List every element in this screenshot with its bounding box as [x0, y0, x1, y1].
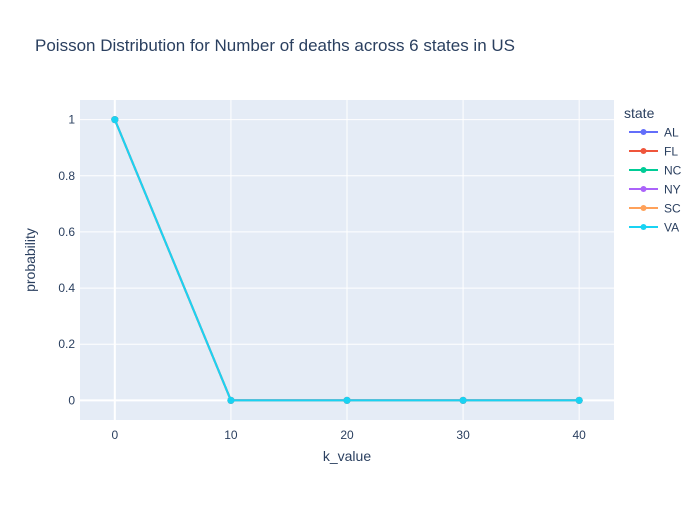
legend-swatch-marker	[640, 186, 647, 192]
legend-items[interactable]: AL FL NC NY SC VA	[629, 126, 682, 235]
data-point	[575, 396, 583, 404]
x-tick-label: 30	[456, 428, 470, 442]
y-axis-ticks: 0 0.2 0.4 0.6 0.8 1	[58, 113, 75, 408]
x-tick-label: 0	[111, 428, 118, 442]
legend-label: NC	[664, 164, 682, 178]
chart-title: Poisson Distribution for Number of death…	[35, 36, 515, 55]
y-axis-label: probability	[22, 228, 38, 292]
data-point	[343, 396, 351, 404]
legend-label: VA	[664, 221, 679, 235]
legend-item-al[interactable]: AL	[629, 126, 679, 140]
x-tick-label: 40	[572, 428, 586, 442]
legend-item-va[interactable]: VA	[629, 221, 679, 235]
series-va	[111, 116, 583, 404]
legend-item-ny[interactable]: NY	[629, 183, 681, 197]
legend-item-nc[interactable]: NC	[629, 164, 682, 178]
x-axis-label: k_value	[323, 448, 371, 464]
y-tick-label: 0.6	[58, 225, 75, 239]
legend-swatch-marker	[640, 167, 647, 173]
y-tick-label: 0.4	[58, 281, 75, 295]
legend-swatch-marker	[640, 129, 647, 135]
legend-label: NY	[664, 183, 681, 197]
legend-swatch-marker	[640, 148, 647, 154]
legend-label: FL	[664, 145, 678, 159]
y-tick-label: 1	[68, 113, 75, 127]
y-tick-label: 0.8	[58, 169, 75, 183]
legend-title: state	[624, 105, 655, 121]
grid-lines	[80, 100, 614, 420]
data-point	[111, 116, 119, 124]
x-tick-label: 20	[340, 428, 354, 442]
y-tick-label: 0	[68, 393, 75, 407]
legend-label: AL	[664, 126, 679, 140]
legend-swatch-marker	[640, 224, 647, 230]
legend[interactable]: state AL FL NC NY SC VA	[624, 105, 682, 235]
y-tick-label: 0.2	[58, 337, 75, 351]
data-point	[459, 396, 467, 404]
legend-swatch-marker	[640, 205, 647, 211]
legend-item-fl[interactable]: FL	[629, 145, 678, 159]
series-group	[111, 116, 583, 404]
data-point	[227, 396, 235, 404]
legend-label: SC	[664, 202, 681, 216]
x-tick-label: 10	[224, 428, 238, 442]
legend-item-sc[interactable]: SC	[629, 202, 681, 216]
x-axis-ticks: 0 10 20 30 40	[111, 428, 586, 442]
